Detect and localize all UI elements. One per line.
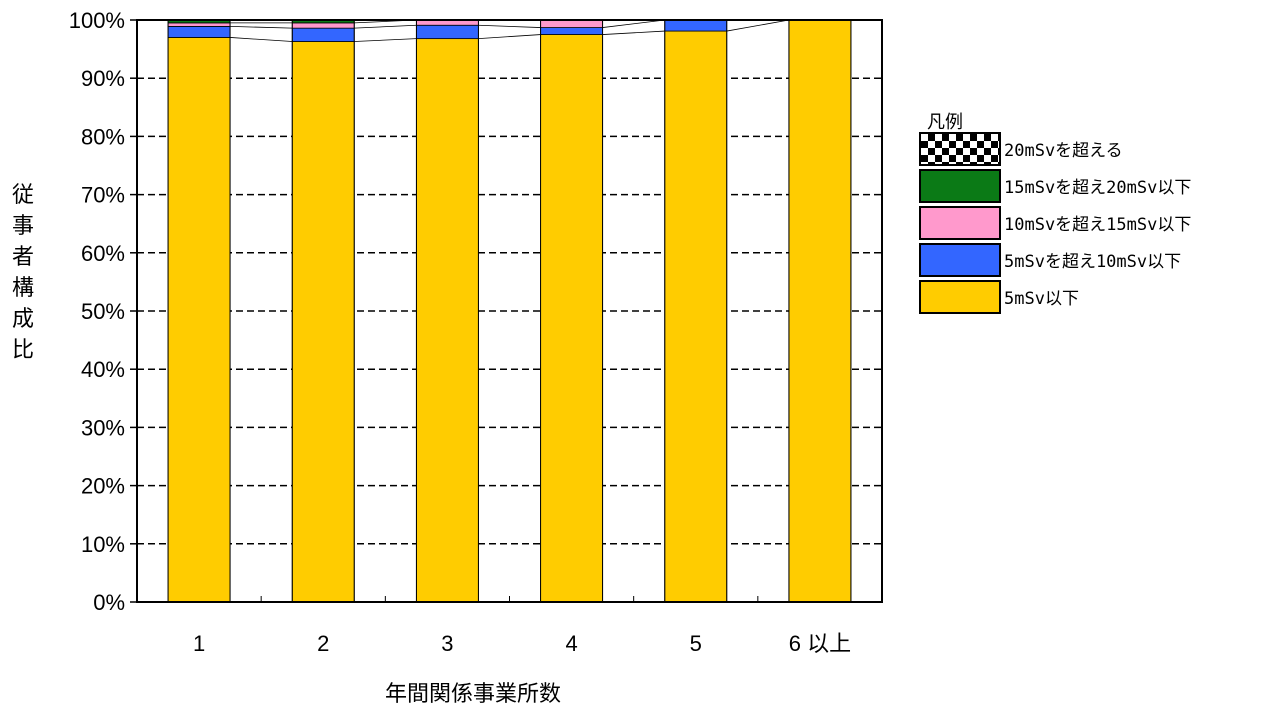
legend-item: 10mSvを超え15mSv以下 <box>919 204 1191 241</box>
legend-title: 凡例 <box>927 112 963 133</box>
x-tick-label: 1 <box>193 631 205 656</box>
bar-segment <box>416 38 479 603</box>
series-line <box>230 37 293 42</box>
legend-swatch <box>919 279 1001 314</box>
plot-frame <box>136 19 883 603</box>
bar-segment <box>167 37 231 603</box>
y-tick-label: 70% <box>81 183 125 208</box>
x-tick-label: 3 <box>441 631 453 656</box>
legend-items: 20mSvを超える 15mSvを超え20mSv以下 10mSvを超え15mSv以下 5… <box>919 130 1191 315</box>
bar-segment <box>540 34 603 603</box>
legend-label: 5mSv以下 <box>1004 289 1079 309</box>
y-axis-title-char: 者 <box>11 245 34 270</box>
legend-item: 5mSvを超え10mSv以下 <box>919 241 1191 278</box>
y-axis-title-char: 従 <box>11 183 34 208</box>
series-line <box>602 30 665 35</box>
y-tick-label: 10% <box>81 532 125 557</box>
legend-item: 5mSv以下 <box>919 278 1191 315</box>
y-tick-label: 100% <box>69 8 125 33</box>
series-line <box>354 38 417 42</box>
series-line <box>726 19 789 32</box>
x-tick-label: 5 <box>690 631 702 656</box>
bar-segment <box>788 19 852 603</box>
series-line <box>354 24 417 29</box>
bar-segment <box>167 22 231 27</box>
legend: 凡例 20mSvを超える 15mSvを超え20mSv以下 10mSvを超え15mSv… <box>919 108 1191 315</box>
y-axis-title-char: 事 <box>11 214 34 239</box>
legend-swatch <box>919 168 1001 203</box>
bar-segment <box>540 20 603 28</box>
series-line <box>602 19 665 28</box>
bar-segment <box>416 24 479 40</box>
y-tick-label: 80% <box>81 124 125 149</box>
y-tick-labels: 0% 10% 20% 30% 40% 50% 60% 70% 80% 90% 100% <box>69 8 125 615</box>
legend-label: 10mSvを超え15mSv以下 <box>1004 215 1192 235</box>
y-tick-label: 20% <box>81 474 125 499</box>
bar-segment <box>291 27 355 42</box>
bar-segment <box>167 26 231 38</box>
y-tick-label: 30% <box>81 415 125 440</box>
bars <box>167 19 852 603</box>
bar-segment <box>540 27 603 35</box>
legend-label: 15mSvを超え20mSv以下 <box>1004 178 1192 198</box>
y-tick-label: 50% <box>81 299 125 324</box>
y-axis-title-char: 成 <box>11 307 34 332</box>
series-line <box>230 26 293 29</box>
y-axis-title-char: 構 <box>11 276 34 301</box>
x-tick-label: 2 <box>317 631 329 656</box>
y-tick-label: 0% <box>93 590 125 615</box>
bar-segment <box>664 19 728 32</box>
legend-swatch <box>919 131 1001 166</box>
legend-swatch <box>919 205 1001 240</box>
legend-item: 15mSvを超え20mSv以下 <box>919 167 1191 204</box>
gridlines <box>137 77 882 545</box>
legend-item: 20mSvを超える <box>919 130 1191 167</box>
bar-segment <box>291 22 355 29</box>
bar-segment <box>291 41 355 603</box>
y-axis-title-char: 比 <box>11 338 34 363</box>
x-tick-label: 4 <box>565 631 577 656</box>
x-tick-labels: 1 2 3 4 5 6 以上 <box>193 631 851 656</box>
y-tick-label: 60% <box>81 241 125 266</box>
series-line <box>478 34 541 40</box>
legend-label: 5mSvを超え10mSv以下 <box>1004 252 1182 272</box>
x-axis-title: 年間関係事業所数 <box>385 682 562 707</box>
series-line <box>478 24 541 28</box>
x-tick-label: 6 以上 <box>789 631 851 656</box>
y-tick-label: 90% <box>81 66 125 91</box>
bar-segment <box>664 30 728 603</box>
legend-swatch <box>919 242 1001 277</box>
axes <box>130 19 883 603</box>
y-axis-title: 従事者構成比 <box>8 180 38 366</box>
y-tick-label: 40% <box>81 357 125 382</box>
legend-label: 20mSvを超える <box>1004 141 1123 161</box>
